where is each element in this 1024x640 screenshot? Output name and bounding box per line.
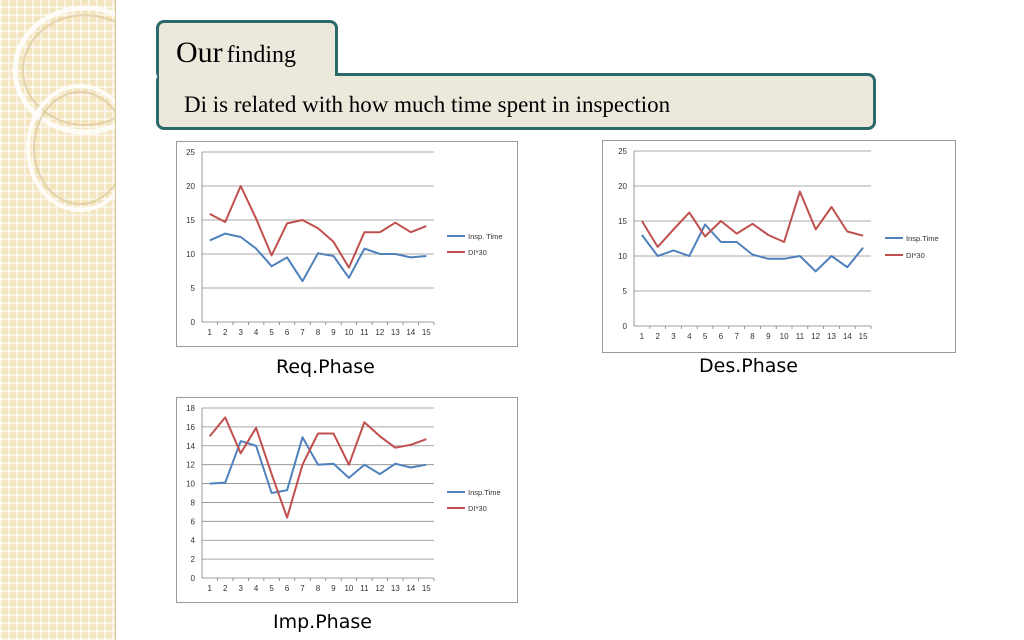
decorative-sidebar bbox=[0, 0, 116, 640]
x-tick-label: 10 bbox=[344, 328, 353, 337]
x-tick-label: 9 bbox=[331, 328, 336, 337]
series-line-di30 bbox=[641, 190, 864, 248]
y-tick-label: 10 bbox=[618, 252, 627, 261]
series-line-di30 bbox=[208, 416, 427, 519]
series-line-insp-time bbox=[641, 223, 864, 273]
y-tick-label: 12 bbox=[186, 461, 195, 470]
y-tick-label: 15 bbox=[618, 217, 627, 226]
slide-title: Our finding bbox=[176, 36, 296, 70]
x-tick-label: 3 bbox=[238, 584, 243, 593]
des-phase-chart: 0 5 10 15 20 25 1 2 3 4 5 6 7 8 9 10 11 12 13 14 15 Insp.Time… bbox=[602, 140, 956, 353]
x-tick-label: 10 bbox=[780, 332, 789, 341]
legend-label: Insp. Time bbox=[468, 232, 503, 241]
series-line-insp-time bbox=[209, 232, 427, 283]
x-tick-label: 14 bbox=[406, 328, 415, 337]
x-tick-label: 12 bbox=[375, 584, 384, 593]
x-tick-label: 2 bbox=[223, 584, 228, 593]
x-tick-label: 2 bbox=[655, 332, 660, 341]
imp-phase-chart: 0 2 4 6 8 10 12 14 16 18 1 2 3 4 5 6 7 8 9 10 11 12 13 14 15 Insp… bbox=[176, 397, 518, 603]
y-tick-label: 18 bbox=[186, 404, 195, 413]
y-tick-label: 0 bbox=[623, 322, 628, 331]
legend-label: DI*30 bbox=[468, 248, 487, 257]
y-tick-label: 14 bbox=[186, 442, 195, 451]
x-tick-label: 12 bbox=[811, 332, 820, 341]
y-tick-label: 0 bbox=[191, 574, 196, 583]
req-phase-chart: 0 5 10 15 20 25 1 2 3 4 5 6 7 8 9 10 11 12 13 14 15 Insp. Tim… bbox=[176, 141, 518, 347]
x-tick-label: 3 bbox=[238, 328, 243, 337]
y-tick-label: 4 bbox=[191, 536, 196, 545]
x-tick-label: 9 bbox=[331, 584, 336, 593]
x-tick-label: 8 bbox=[750, 332, 755, 341]
x-tick-label: 4 bbox=[254, 328, 259, 337]
x-tick-label: 15 bbox=[422, 328, 431, 337]
x-tick-label: 4 bbox=[687, 332, 692, 341]
x-tick-label: 7 bbox=[300, 584, 305, 593]
y-tick-label: 5 bbox=[191, 284, 196, 293]
y-tick-label: 10 bbox=[186, 250, 195, 259]
series-line-di30 bbox=[209, 185, 427, 269]
y-tick-label: 0 bbox=[191, 318, 196, 327]
x-tick-label: 1 bbox=[208, 328, 213, 337]
x-tick-label: 15 bbox=[859, 332, 868, 341]
y-tick-label: 8 bbox=[191, 498, 196, 507]
x-tick-label: 6 bbox=[285, 584, 290, 593]
slide-subtitle: Di is related with how much time spent i… bbox=[184, 92, 671, 117]
x-tick-label: 13 bbox=[391, 328, 400, 337]
y-tick-label: 6 bbox=[191, 517, 196, 526]
x-tick-label: 13 bbox=[827, 332, 836, 341]
x-tick-label: 6 bbox=[719, 332, 724, 341]
x-tick-label: 5 bbox=[703, 332, 708, 341]
x-tick-label: 3 bbox=[671, 332, 676, 341]
title-box-join bbox=[159, 70, 335, 80]
x-tick-label: 13 bbox=[391, 584, 400, 593]
x-tick-label: 11 bbox=[796, 332, 805, 341]
decorative-rings bbox=[12, 5, 115, 212]
y-tick-label: 20 bbox=[186, 182, 195, 191]
x-tick-label: 4 bbox=[254, 584, 259, 593]
slide-title-main: Our bbox=[176, 36, 223, 69]
y-tick-label: 2 bbox=[191, 555, 196, 564]
x-tick-label: 1 bbox=[640, 332, 645, 341]
x-tick-label: 5 bbox=[269, 328, 274, 337]
legend-label: Insp.Time bbox=[906, 234, 939, 243]
x-tick-label: 9 bbox=[766, 332, 771, 341]
x-tick-label: 7 bbox=[734, 332, 739, 341]
y-tick-label: 25 bbox=[618, 147, 627, 156]
x-tick-label: 12 bbox=[375, 328, 384, 337]
y-tick-label: 5 bbox=[623, 287, 628, 296]
x-tick-label: 15 bbox=[422, 584, 431, 593]
x-tick-label: 14 bbox=[843, 332, 852, 341]
y-tick-label: 10 bbox=[186, 480, 195, 489]
y-tick-label: 25 bbox=[186, 148, 195, 157]
y-tick-label: 20 bbox=[618, 182, 627, 191]
imp-phase-caption: Imp.Phase bbox=[273, 611, 372, 633]
x-tick-label: 11 bbox=[360, 328, 369, 337]
x-tick-label: 5 bbox=[269, 584, 274, 593]
slide-title-sub: finding bbox=[226, 42, 296, 68]
y-tick-label: 15 bbox=[186, 216, 195, 225]
x-tick-label: 8 bbox=[316, 328, 321, 337]
x-tick-label: 14 bbox=[406, 584, 415, 593]
x-tick-label: 6 bbox=[285, 328, 290, 337]
x-tick-label: 2 bbox=[223, 328, 228, 337]
legend-label: Insp.Time bbox=[468, 488, 501, 497]
des-phase-caption: Des.Phase bbox=[699, 355, 798, 377]
series-line-insp-time bbox=[209, 436, 427, 494]
req-phase-caption: Req.Phase bbox=[276, 356, 375, 378]
legend-label: DI*30 bbox=[906, 251, 925, 260]
legend-label: DI*30 bbox=[468, 504, 487, 513]
x-tick-label: 8 bbox=[316, 584, 321, 593]
subtitle-box bbox=[156, 73, 876, 130]
x-tick-label: 7 bbox=[300, 328, 305, 337]
x-tick-label: 10 bbox=[344, 584, 353, 593]
x-tick-label: 11 bbox=[360, 584, 369, 593]
y-tick-label: 16 bbox=[186, 423, 195, 432]
x-tick-label: 1 bbox=[208, 584, 213, 593]
